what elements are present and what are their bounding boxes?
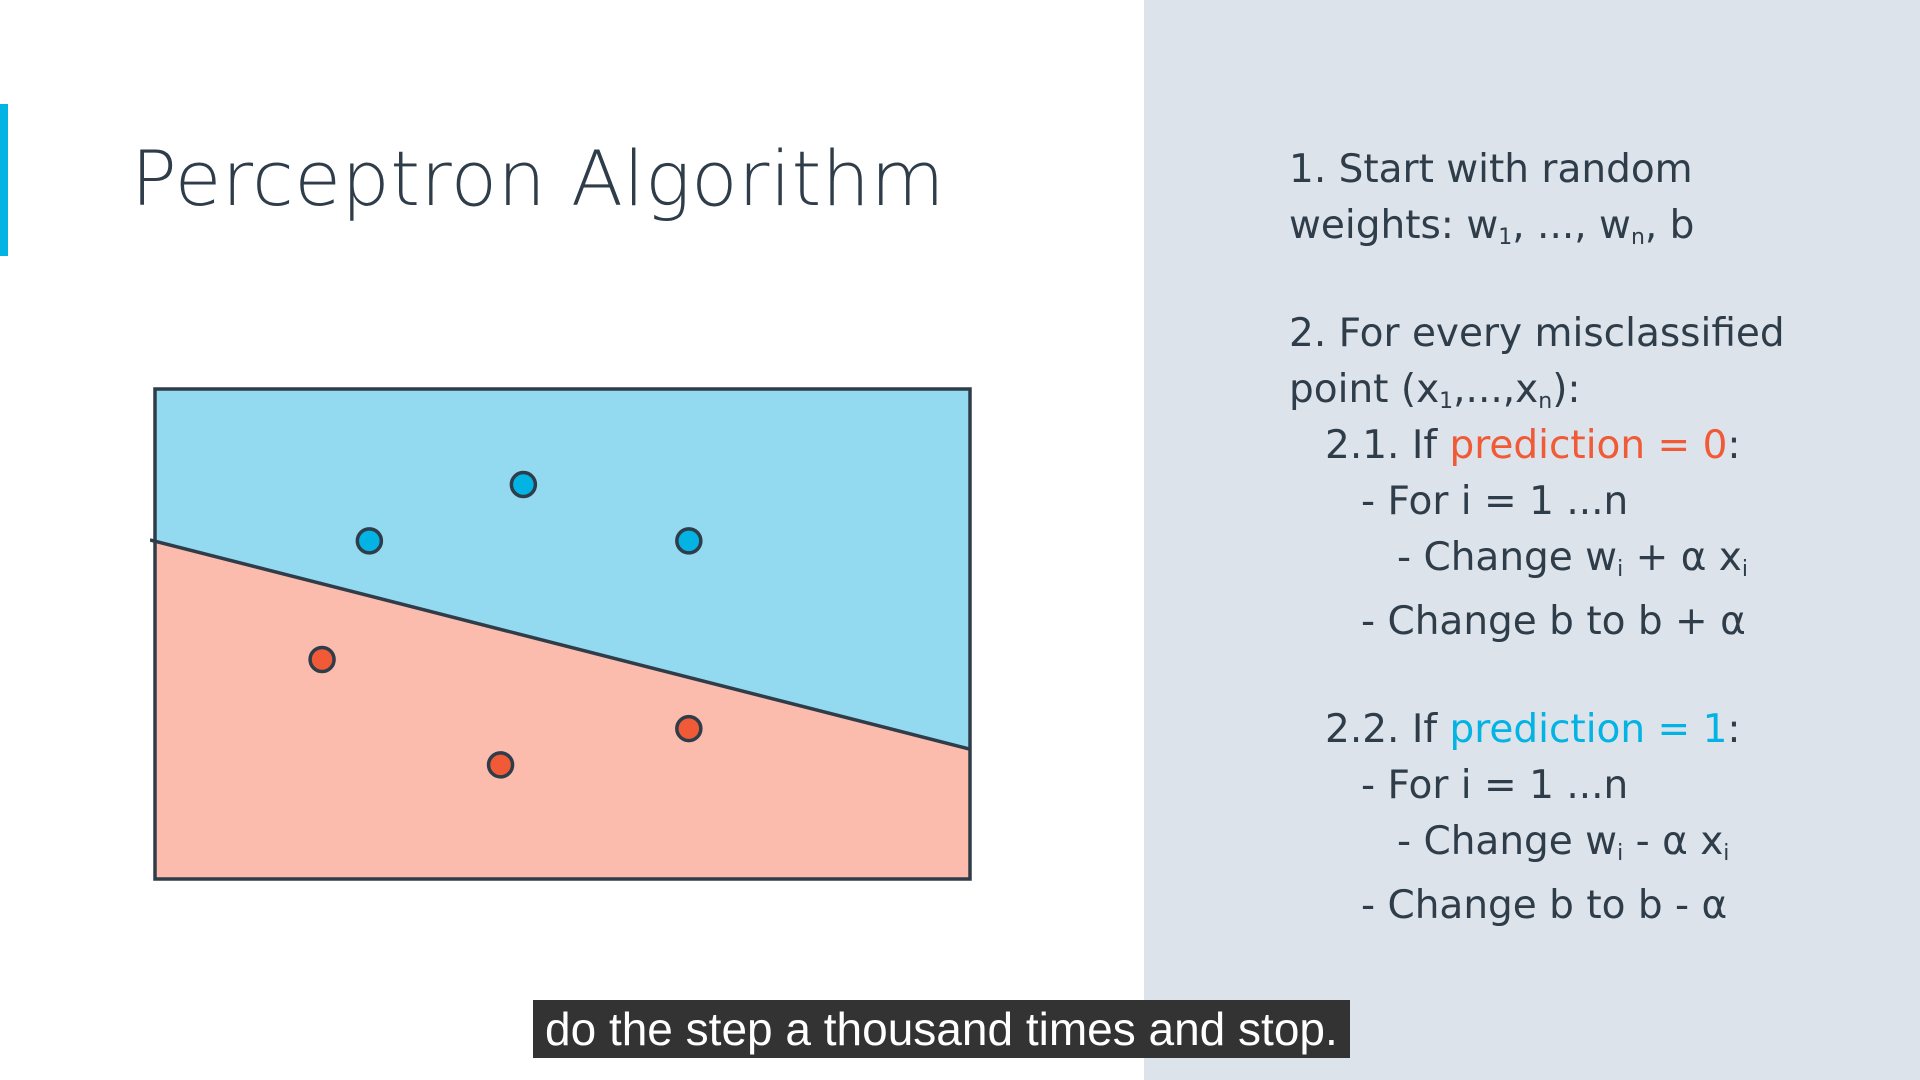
red-region: [155, 540, 970, 879]
plot-frame: [153, 387, 972, 881]
case1-for: - For i = 1 ...n: [1361, 479, 1629, 524]
subscript: i: [1617, 841, 1624, 866]
red-point: [675, 714, 703, 743]
case1-change-b: - Change b to b + α: [1361, 599, 1746, 644]
red-point: [308, 645, 336, 674]
subscript: i: [1723, 841, 1730, 866]
text-fragment: weights: w: [1289, 203, 1499, 248]
subscript: n: [1630, 225, 1645, 250]
case2-change-w: - Change wi - α xi: [1289, 814, 1899, 870]
spacer: [1289, 650, 1899, 702]
text-fragment: - α x: [1623, 819, 1724, 864]
blue-point: [355, 527, 384, 555]
text-fragment: 2.1. If: [1325, 423, 1450, 468]
accent-bar: [0, 104, 8, 256]
blue-point: [509, 470, 538, 499]
text-fragment: + α x: [1623, 535, 1742, 580]
step2-line2: point (x1,...,xn):: [1289, 362, 1899, 418]
subtitle-caption: do the step a thousand times and stop.: [533, 1000, 1350, 1058]
red-point: [486, 751, 515, 779]
subscript: i: [1617, 557, 1624, 582]
subscript: 1: [1498, 225, 1513, 250]
text-fragment: , ..., w: [1512, 203, 1631, 248]
text-fragment: , b: [1644, 203, 1695, 248]
text-fragment: :: [1727, 707, 1741, 752]
case2-change-b: - Change b to b - α: [1361, 883, 1728, 928]
points-layer: [308, 470, 703, 779]
text-fragment: ,...,x: [1453, 367, 1539, 412]
blue-point: [675, 527, 703, 555]
text-fragment: ):: [1552, 367, 1581, 412]
case2-heading: 2.2. If prediction = 1:: [1289, 702, 1899, 758]
subscript: n: [1538, 389, 1553, 414]
spacer: [1289, 586, 1899, 594]
subscript: i: [1741, 557, 1749, 582]
step2-line1: 2. For every misclassified: [1289, 311, 1785, 356]
blue-region: [155, 389, 970, 750]
text-fragment: :: [1727, 423, 1741, 468]
text-fragment: 2.2. If: [1325, 707, 1450, 752]
spacer: [1289, 870, 1899, 878]
text-fragment: - Change w: [1397, 535, 1618, 580]
case1-condition: prediction = 0: [1449, 423, 1728, 468]
algorithm-panel: [1144, 0, 1920, 1080]
decision-boundary-line: [150, 538, 971, 751]
case2-for: - For i = 1 ...n: [1361, 763, 1629, 808]
perceptron-diagram: [150, 387, 972, 881]
spacer: [1289, 254, 1899, 306]
step1-line2: weights: w1, ..., wn, b: [1289, 198, 1899, 254]
text-fragment: - Change w: [1397, 819, 1618, 864]
case1-heading: 2.1. If prediction = 0:: [1289, 418, 1899, 474]
case1-change-w: - Change wi + α xi: [1289, 530, 1899, 586]
subscript: 1: [1439, 389, 1454, 414]
slide-title: Perceptron Algorithm: [131, 134, 946, 223]
step1-line1: 1. Start with random: [1289, 147, 1693, 192]
text-fragment: point (x: [1289, 367, 1440, 412]
algorithm-steps: 1. Start with random weights: w1, ..., w…: [1289, 142, 1899, 934]
case2-condition: prediction = 1: [1449, 707, 1728, 752]
